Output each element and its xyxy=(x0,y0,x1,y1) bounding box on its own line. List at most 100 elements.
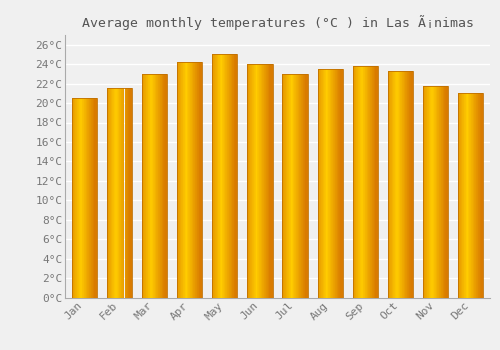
Bar xyxy=(319,69,320,298)
Bar xyxy=(318,69,343,298)
Bar xyxy=(217,55,218,298)
Bar xyxy=(268,64,269,298)
Bar xyxy=(458,93,460,298)
Bar xyxy=(320,69,322,298)
Bar xyxy=(393,71,394,298)
Bar xyxy=(90,98,92,298)
Bar xyxy=(193,62,194,298)
Bar xyxy=(404,71,405,298)
Bar xyxy=(157,74,158,298)
Bar xyxy=(352,66,354,298)
Bar xyxy=(82,98,83,298)
Bar xyxy=(431,85,432,298)
Bar xyxy=(216,55,217,298)
Bar xyxy=(263,64,264,298)
Bar xyxy=(296,74,297,298)
Bar xyxy=(256,64,257,298)
Bar xyxy=(110,89,111,298)
Bar xyxy=(282,74,308,298)
Bar xyxy=(84,98,85,298)
Bar xyxy=(339,69,340,298)
Bar xyxy=(182,62,184,298)
Bar xyxy=(120,89,122,298)
Bar xyxy=(212,55,238,298)
Bar xyxy=(222,55,223,298)
Bar xyxy=(301,74,302,298)
Bar xyxy=(250,64,251,298)
Bar xyxy=(388,71,389,298)
Bar xyxy=(181,62,182,298)
Bar xyxy=(322,69,323,298)
Bar xyxy=(372,66,373,298)
Bar xyxy=(462,93,463,298)
Bar xyxy=(187,62,188,298)
Bar xyxy=(408,71,410,298)
Bar xyxy=(469,93,470,298)
Bar xyxy=(295,74,296,298)
Bar xyxy=(177,62,203,298)
Bar xyxy=(374,66,375,298)
Bar xyxy=(200,62,201,298)
Bar xyxy=(86,98,87,298)
Bar xyxy=(92,98,93,298)
Bar xyxy=(161,74,162,298)
Bar xyxy=(229,55,230,298)
Bar xyxy=(220,55,221,298)
Bar xyxy=(463,93,464,298)
Bar xyxy=(424,85,425,298)
Bar xyxy=(107,89,132,298)
Bar xyxy=(219,55,220,298)
Bar xyxy=(399,71,400,298)
Bar xyxy=(467,93,468,298)
Bar xyxy=(444,85,445,298)
Bar xyxy=(180,62,181,298)
Bar xyxy=(330,69,331,298)
Bar xyxy=(401,71,402,298)
Bar xyxy=(87,98,88,298)
Bar xyxy=(284,74,285,298)
Bar xyxy=(95,98,96,298)
Bar xyxy=(465,93,466,298)
Bar xyxy=(402,71,403,298)
Bar xyxy=(298,74,299,298)
Bar xyxy=(146,74,147,298)
Bar xyxy=(126,89,127,298)
Bar xyxy=(145,74,146,298)
Bar xyxy=(407,71,408,298)
Bar xyxy=(324,69,325,298)
Bar xyxy=(297,74,298,298)
Bar xyxy=(253,64,254,298)
Bar xyxy=(130,89,131,298)
Bar xyxy=(474,93,475,298)
Bar xyxy=(93,98,94,298)
Bar xyxy=(390,71,391,298)
Bar xyxy=(118,89,119,298)
Bar xyxy=(442,85,443,298)
Bar xyxy=(411,71,412,298)
Bar xyxy=(255,64,256,298)
Title: Average monthly temperatures (°C ) in Las Ã¡nimas: Average monthly temperatures (°C ) in La… xyxy=(82,15,473,30)
Bar xyxy=(189,62,190,298)
Bar xyxy=(149,74,150,298)
Bar xyxy=(475,93,476,298)
Bar xyxy=(287,74,288,298)
Bar xyxy=(391,71,392,298)
Bar xyxy=(430,85,431,298)
Bar xyxy=(363,66,364,298)
Bar xyxy=(369,66,370,298)
Bar xyxy=(432,85,433,298)
Bar xyxy=(468,93,469,298)
Bar xyxy=(473,93,474,298)
Bar xyxy=(458,93,483,298)
Bar xyxy=(196,62,198,298)
Bar xyxy=(85,98,86,298)
Bar xyxy=(234,55,235,298)
Bar xyxy=(257,64,258,298)
Bar xyxy=(159,74,160,298)
Bar xyxy=(269,64,270,298)
Bar xyxy=(249,64,250,298)
Bar xyxy=(201,62,202,298)
Bar xyxy=(341,69,342,298)
Bar xyxy=(306,74,307,298)
Bar xyxy=(362,66,363,298)
